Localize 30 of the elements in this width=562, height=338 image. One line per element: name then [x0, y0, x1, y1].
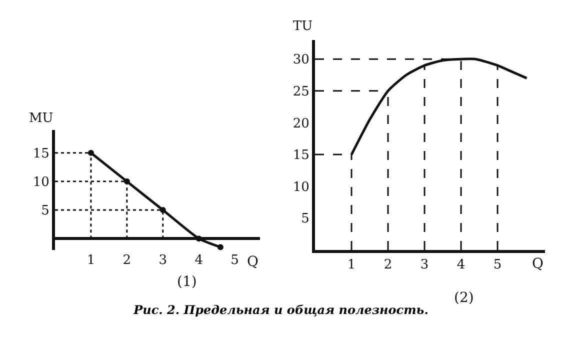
x-axis-title: Q	[532, 256, 544, 272]
point	[160, 207, 166, 213]
y-tick-label: 20	[292, 116, 310, 132]
y-tick-label: 30	[292, 52, 310, 68]
x-tick-label: 1	[86, 253, 96, 268]
text: (2)	[454, 290, 474, 306]
x-tick-label: 3	[158, 253, 168, 268]
x-tick-label: 5	[493, 258, 502, 273]
x-axis-title: Q	[247, 254, 258, 270]
y-axis-title: MU	[29, 111, 54, 126]
point	[196, 236, 202, 242]
x-tick-label: 2	[122, 253, 132, 268]
y-tick-label: 15	[292, 148, 310, 164]
y-tick-label: 10	[292, 180, 310, 195]
y-tick-label: 25	[292, 84, 310, 100]
point	[88, 150, 94, 156]
text: Рис. 2. Предельная и общая полезность.	[134, 303, 428, 317]
y-tick-label: 5	[41, 204, 50, 219]
y-tick-label: 15	[32, 146, 50, 162]
y-tick-label: 10	[32, 174, 50, 190]
x-tick-label: 1	[347, 258, 356, 273]
point	[217, 244, 224, 250]
x-tick-label: 5	[230, 253, 239, 268]
x-tick-label: 3	[420, 258, 429, 273]
x-tick-label: 4	[456, 258, 466, 273]
x-tick-label: 4	[194, 253, 203, 268]
text: (1)	[177, 274, 197, 290]
y-axis-title: TU	[293, 19, 313, 34]
x-tick-label: 2	[384, 258, 392, 273]
y-tick-label: 5	[301, 212, 310, 227]
